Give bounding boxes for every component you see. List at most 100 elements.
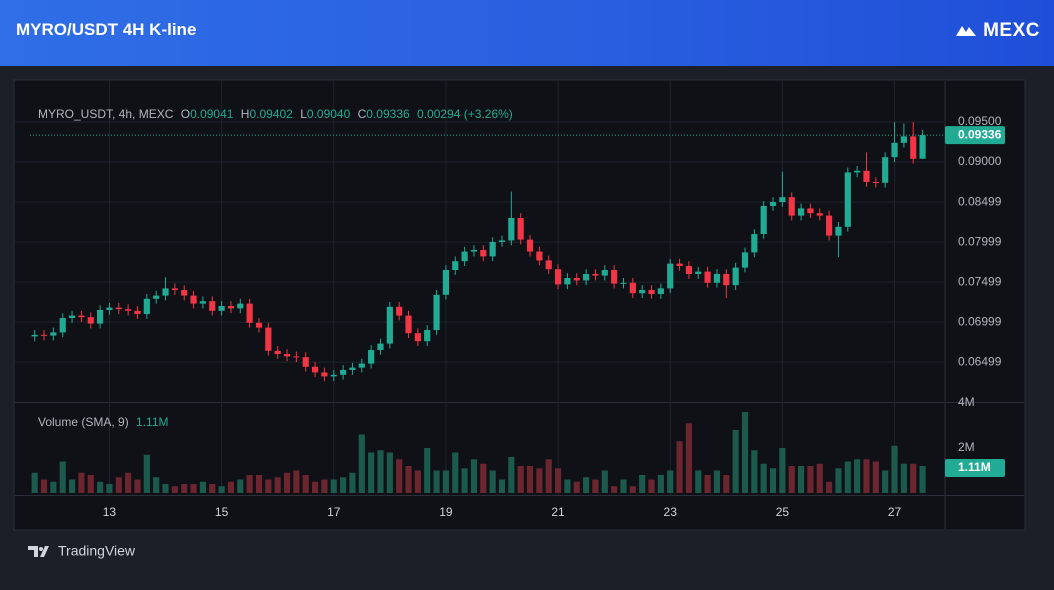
volume-bar bbox=[171, 486, 178, 493]
candle-body bbox=[498, 240, 506, 242]
volume-bar bbox=[461, 468, 468, 493]
candle-body bbox=[723, 274, 730, 286]
volume-bar bbox=[40, 479, 48, 493]
candle-body bbox=[508, 218, 515, 241]
candle-body bbox=[891, 142, 898, 158]
volume-bar bbox=[106, 484, 113, 493]
volume-bar bbox=[545, 459, 552, 493]
y-tick-label: 0.06499 bbox=[958, 354, 1002, 368]
volume-bar bbox=[237, 479, 244, 493]
volume-bar bbox=[68, 479, 76, 493]
y-tick-label: 0.07999 bbox=[958, 234, 1002, 248]
candle-body bbox=[470, 250, 478, 252]
candle-body bbox=[769, 202, 777, 206]
volume-bar bbox=[349, 472, 356, 493]
tradingview-icon bbox=[28, 546, 49, 557]
candle-body bbox=[807, 208, 814, 214]
volume-bar bbox=[424, 448, 431, 493]
legend: MYRO_USDT, 4h, MEXC O0.09041 H0.09402 L0… bbox=[38, 107, 513, 121]
volume-bar bbox=[564, 479, 571, 493]
candle-body bbox=[489, 242, 496, 257]
candle-body bbox=[442, 270, 449, 295]
volume-legend: Volume (SMA, 9) 1.11M bbox=[38, 415, 169, 429]
volume-bar bbox=[882, 470, 889, 493]
candle-body bbox=[816, 213, 823, 216]
candle-body bbox=[919, 135, 926, 159]
volume-sma-box bbox=[945, 459, 1005, 478]
volume-bar bbox=[50, 481, 57, 493]
candle-body bbox=[246, 303, 253, 323]
volume-bar bbox=[498, 479, 506, 493]
candle-body bbox=[704, 271, 711, 283]
candle-body bbox=[181, 290, 188, 296]
candle-body bbox=[50, 332, 57, 336]
candle-body bbox=[424, 330, 431, 342]
candle-body bbox=[797, 208, 805, 216]
volume-tick-label: 4M bbox=[958, 395, 975, 409]
x-tick-label: 27 bbox=[888, 505, 902, 519]
candle-body bbox=[526, 239, 534, 252]
candle-body bbox=[330, 374, 337, 377]
legend-symbol: MYRO_USDT, 4h, MEXC bbox=[38, 107, 174, 121]
volume-bar bbox=[536, 468, 543, 493]
candle-body bbox=[162, 288, 169, 296]
x-tick-label: 15 bbox=[215, 505, 229, 519]
volume-bar bbox=[414, 470, 421, 493]
volume-bar bbox=[255, 475, 263, 493]
candle-body bbox=[125, 309, 132, 311]
candle-body bbox=[611, 270, 618, 284]
tradingview-logo: TradingView bbox=[28, 543, 136, 559]
legend-change: 0.00294 bbox=[417, 107, 461, 121]
volume-bar bbox=[181, 484, 188, 493]
brand: MEXC bbox=[955, 20, 1040, 42]
y-tick-label: 0.09000 bbox=[958, 154, 1002, 168]
candle-body bbox=[554, 269, 562, 285]
candle-body bbox=[872, 182, 879, 183]
tradingview-dot bbox=[39, 547, 43, 551]
marks: 0.09336 1.11M bbox=[30, 122, 1005, 493]
last-price-box bbox=[945, 126, 1005, 145]
volume-bar bbox=[265, 479, 272, 493]
volume-bar bbox=[554, 468, 562, 493]
volume-bar bbox=[396, 459, 403, 493]
candle-body bbox=[732, 267, 739, 286]
volume-bar bbox=[891, 445, 898, 493]
legend-high: 0.09402 bbox=[249, 107, 293, 121]
volume-bar bbox=[583, 477, 590, 493]
legend-high-label: H bbox=[241, 107, 250, 121]
candle-body bbox=[536, 251, 543, 261]
volume-bar bbox=[199, 481, 206, 493]
candle-body bbox=[396, 306, 403, 316]
candle-body bbox=[115, 307, 122, 310]
volume-bar bbox=[302, 475, 309, 493]
volume-bar bbox=[769, 468, 777, 493]
brand-logo bbox=[956, 26, 977, 36]
volume-bar bbox=[508, 457, 515, 493]
volume-bar bbox=[797, 466, 805, 493]
y-tick-label: 0.08499 bbox=[958, 194, 1002, 208]
volume-bar bbox=[311, 481, 319, 493]
candle-body bbox=[153, 295, 160, 299]
volume-bar bbox=[601, 470, 608, 493]
candle-body bbox=[452, 261, 459, 270]
candle-body bbox=[414, 333, 421, 342]
candle-body bbox=[695, 271, 702, 274]
candle-body bbox=[255, 322, 263, 328]
volume-bar bbox=[685, 423, 692, 493]
candle-body bbox=[741, 252, 749, 268]
candle-body bbox=[134, 310, 141, 314]
candle-body bbox=[274, 350, 281, 354]
candle-body bbox=[685, 266, 692, 274]
candle-body bbox=[676, 263, 683, 266]
candle-body bbox=[629, 282, 636, 294]
volume-bar bbox=[340, 477, 347, 493]
candle-body bbox=[59, 318, 66, 333]
candle-body bbox=[78, 315, 85, 318]
volume-bar bbox=[919, 466, 926, 493]
candle-body bbox=[368, 350, 375, 364]
candle-body bbox=[433, 294, 440, 330]
candle-body bbox=[620, 282, 627, 284]
candle-body bbox=[40, 334, 48, 336]
candle-body bbox=[667, 263, 674, 289]
candle-body bbox=[386, 306, 393, 344]
